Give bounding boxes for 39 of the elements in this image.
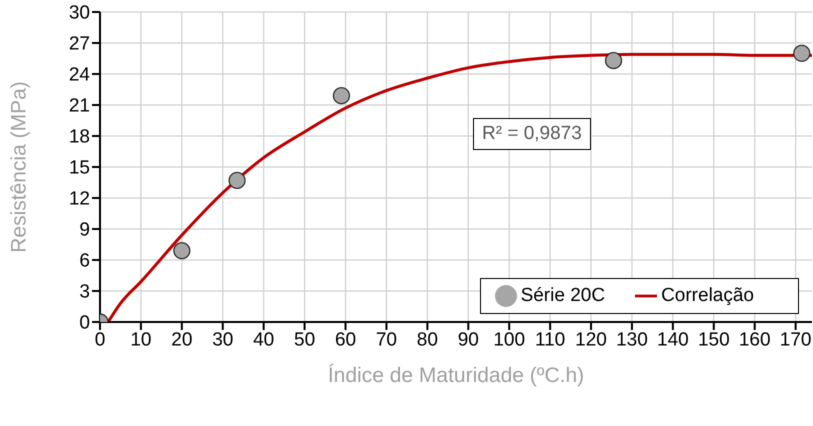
x-tick-label: 30 bbox=[212, 329, 234, 350]
y-tick-label: 6 bbox=[79, 250, 90, 272]
y-tick-label: 3 bbox=[79, 282, 90, 303]
x-tick-label: 90 bbox=[458, 329, 479, 350]
y-tick-label: 30 bbox=[68, 2, 90, 24]
y-axis-title: Resistência (MPa) bbox=[7, 81, 30, 253]
point bbox=[228, 172, 246, 190]
annotation: R² = 0,9873 bbox=[473, 118, 591, 150]
x-tick-label: 60 bbox=[334, 329, 356, 350]
y-tick-label: 0 bbox=[79, 312, 90, 334]
x-axis-title: Índice de Maturidade (ºC.h) bbox=[328, 362, 584, 387]
y-tick-label: 9 bbox=[79, 220, 90, 241]
y-tick-label: 12 bbox=[68, 188, 90, 210]
point bbox=[332, 87, 350, 104]
x-tick-label: 0 bbox=[94, 329, 106, 350]
x-tick-label: 10 bbox=[130, 329, 152, 350]
x-tick-label: 140 bbox=[657, 329, 689, 350]
point bbox=[173, 242, 190, 260]
x-tick-label: 20 bbox=[171, 329, 192, 350]
x-tick-label: 40 bbox=[253, 329, 274, 350]
y-tick-label: 15 bbox=[68, 158, 90, 179]
x-tick-label: 110 bbox=[534, 329, 566, 350]
x-tick-label: 120 bbox=[575, 329, 607, 350]
legend-label: Série 20C bbox=[520, 285, 606, 306]
y-tick-label: 24 bbox=[68, 64, 90, 86]
x-tick-label: 130 bbox=[616, 329, 648, 350]
x-tick-label: 80 bbox=[416, 329, 438, 350]
y-tick-label: 18 bbox=[68, 126, 90, 148]
point bbox=[604, 52, 622, 70]
y-tick-label: 21 bbox=[68, 96, 90, 117]
point bbox=[793, 44, 810, 62]
y-tick-label: 27 bbox=[68, 34, 90, 55]
x-tick-label: 50 bbox=[294, 329, 316, 350]
x-tick-label: 150 bbox=[698, 329, 730, 350]
legend-label: Correlação bbox=[661, 285, 754, 306]
x-tick-label: 160 bbox=[738, 329, 771, 350]
x-tick-label: 100 bbox=[493, 329, 526, 350]
x-tick-label: 170 bbox=[780, 329, 812, 350]
x-tick-label: 70 bbox=[376, 329, 398, 350]
